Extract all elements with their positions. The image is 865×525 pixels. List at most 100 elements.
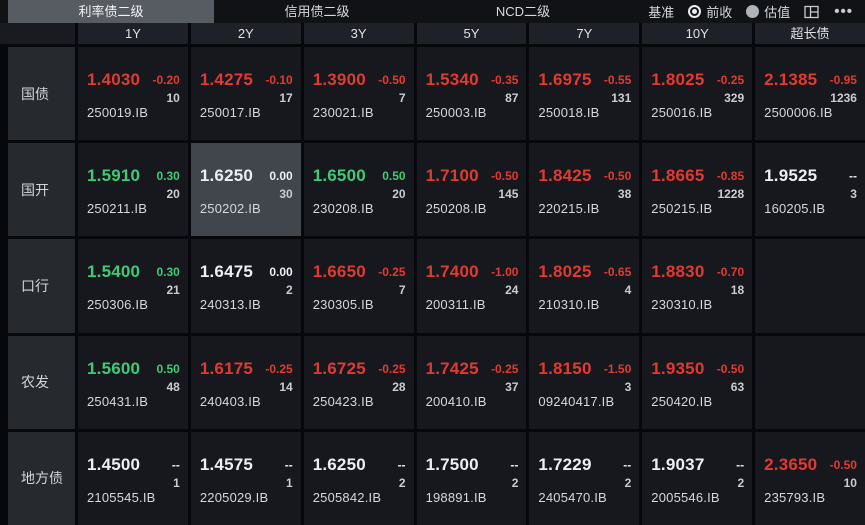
quote-cell-top-line: 1.6475 0.00 (200, 263, 293, 280)
quote-cell[interactable]: 1.8025 -0.25 329 250016.IB (642, 47, 753, 141)
quote-cell[interactable]: 1.4575 -- 1 2205029.IB (190, 431, 301, 525)
quote-cell[interactable] (755, 239, 865, 333)
quote-cell-code-line: 230310.IB (651, 296, 744, 314)
radio-valuation[interactable]: 估值 (746, 2, 790, 21)
quote-cell-top-line: 1.9037 -- (651, 456, 744, 473)
layout-icon[interactable] (804, 5, 820, 19)
quote-cell-code-line: 250202.IB (200, 200, 293, 218)
quote-cell[interactable]: 1.5340 -0.35 87 250003.IB (416, 47, 527, 141)
quote-cell[interactable]: 1.7400 -1.00 24 200311.IB (416, 239, 527, 333)
quote-cell[interactable]: 1.4500 -- 1 2105545.IB (78, 431, 188, 525)
quote-cell[interactable]: 1.8830 -0.70 18 230310.IB (642, 239, 753, 333)
bond-code: 240403.IB (199, 393, 261, 409)
quote-cell-top-line: 1.5600 0.50 (87, 360, 180, 377)
quote-cell-volume-line: 2 (538, 474, 632, 489)
quote-cell-top-line: 1.7400 -1.00 (426, 263, 519, 280)
quote-cell-volume-line: 10 (764, 474, 857, 489)
quote-cell[interactable]: 1.8025 -0.65 4 210310.IB (529, 239, 640, 333)
quote-cell-code-line: 2005546.IB (651, 489, 744, 507)
yield-value: 1.6175 (199, 358, 254, 378)
quote-cell[interactable]: 1.7100 -0.50 145 250208.IB (416, 143, 527, 237)
quote-cell[interactable]: 1.9525 -- 3 160205.IB (755, 143, 865, 237)
quote-cell[interactable]: 1.8665 -0.85 1228 250215.IB (642, 143, 753, 237)
bond-code: 210310.IB (538, 297, 600, 313)
volume-value: 28 (392, 379, 406, 394)
bond-code: 250306.IB (87, 297, 149, 313)
radio-prev-close-label: 前收 (706, 5, 733, 20)
quote-cell-top-line: 1.6500 0.50 (313, 167, 406, 184)
quote-cell-top-line: 1.6725 -0.25 (313, 360, 406, 377)
quote-cell[interactable]: 1.3900 -0.50 7 230021.IB (303, 47, 414, 141)
volume-value: 21 (166, 283, 180, 298)
volume-value: 3 (624, 379, 632, 394)
quote-cell[interactable]: 1.4030 -0.20 10 250019.IB (78, 47, 188, 141)
quote-cell-code-line: 250420.IB (651, 393, 744, 411)
quote-cell-code-line: 235793.IB (764, 489, 857, 507)
volume-value: 4 (624, 283, 632, 298)
bond-code: 230310.IB (651, 297, 713, 313)
quote-cell[interactable]: 1.7425 -0.25 37 200410.IB (416, 335, 527, 429)
quote-cell-top-line: 1.7229 -- (538, 456, 631, 473)
volume-value: 3 (850, 187, 857, 202)
quote-cell[interactable]: 1.6250 -- 2 2505842.IB (303, 431, 414, 525)
bond-code: 230208.IB (312, 201, 374, 217)
quote-cell[interactable]: 1.7500 -- 2 198891.IB (416, 431, 527, 525)
quote-cell[interactable]: 1.8150 -1.50 3 09240417.IB (529, 335, 640, 429)
quote-cell[interactable]: 1.6975 -0.55 131 250018.IB (529, 47, 640, 141)
quote-cell-code-line: 240403.IB (200, 393, 293, 411)
quote-cell[interactable]: 1.6725 -0.25 28 250423.IB (303, 335, 414, 429)
quote-cell[interactable] (755, 335, 865, 429)
tab-rates-secondary[interactable]: 利率债二级 (8, 0, 214, 23)
quote-cell[interactable]: 2.3650 -0.50 10 235793.IB (755, 431, 865, 525)
quote-cell-top-line: 2.3650 -0.50 (764, 456, 857, 473)
radio-prev-close[interactable]: 前收 (688, 2, 732, 21)
quote-cell[interactable]: 1.8425 -0.50 38 220215.IB (529, 143, 640, 237)
quote-cell-top-line: 1.4500 -- (87, 456, 180, 473)
volume-value: 2 (398, 475, 406, 490)
quote-cell-top-line: 1.6250 0.00 (200, 167, 293, 184)
quote-cell[interactable]: 1.9037 -- 2 2005546.IB (642, 431, 753, 525)
quote-cell-volume-line: 20 (87, 185, 179, 201)
change-value: -- (623, 457, 632, 472)
yield-value: 1.6250 (312, 454, 366, 474)
quote-cell-volume-line: 1 (87, 474, 180, 489)
yield-value: 1.5910 (87, 166, 141, 186)
quote-cell[interactable]: 1.5600 0.50 48 250431.IB (78, 335, 188, 429)
quote-cell[interactable]: 1.5910 0.30 20 250211.IB (78, 143, 188, 237)
tab-ncd-secondary[interactable]: NCD二级 (495, 4, 551, 19)
quote-cell[interactable]: 1.9350 -0.50 63 250420.IB (642, 335, 753, 429)
column-header-10y: 10Y (642, 23, 753, 44)
quote-cell[interactable]: 1.6175 -0.25 14 240403.IB (190, 335, 301, 429)
quote-cell[interactable]: 1.6500 0.50 20 230208.IB (303, 143, 414, 237)
tab-credit-secondary[interactable]: 信用债二级 (284, 4, 350, 19)
change-value: -0.25 (491, 361, 519, 376)
quote-cell-top-line: 1.4030 -0.20 (87, 71, 180, 88)
more-icon[interactable]: ••• (834, 2, 853, 20)
quote-cell[interactable]: 1.4275 -0.10 17 250017.IB (190, 47, 301, 141)
quote-cell[interactable]: 1.6650 -0.25 7 230305.IB (303, 239, 414, 333)
quote-cell-volume-line: 1228 (651, 185, 744, 201)
change-value: -1.50 (603, 361, 632, 376)
yield-value: 1.5400 (87, 262, 141, 282)
quote-cell[interactable]: 1.6475 0.00 2 240313.IB (190, 239, 301, 333)
quote-cell-code-line: 2205029.IB (200, 489, 293, 507)
quote-cell[interactable]: 2.1385 -0.95 1236 2500006.IB (755, 47, 865, 141)
bond-code: 250016.IB (651, 105, 713, 120)
quote-cell[interactable]: 1.7229 -- 2 2405470.IB (529, 431, 640, 525)
quote-cell-volume-line: 7 (313, 281, 406, 297)
quote-cell[interactable]: 1.6250 0.00 30 250202.IB (190, 143, 301, 237)
quote-cell-code-line: 250423.IB (313, 393, 406, 411)
yield-value: 1.4575 (199, 454, 254, 474)
quote-cell-volume-line: 2 (426, 474, 519, 489)
quote-cell[interactable]: 1.5400 0.30 21 250306.IB (78, 239, 188, 333)
quote-cell-volume-line: 21 (87, 281, 180, 298)
change-value: -0.20 (152, 73, 180, 87)
quote-cell-volume-line: 17 (200, 89, 292, 105)
bond-code: 250215.IB (651, 201, 713, 217)
quote-cell-code-line: 250211.IB (87, 200, 180, 218)
volume-value: 63 (730, 379, 745, 394)
yield-value: 1.7500 (425, 454, 479, 474)
bond-code: 250211.IB (87, 201, 148, 217)
change-value: -1.00 (491, 265, 519, 280)
quote-cell-volume-line: 145 (426, 185, 518, 201)
